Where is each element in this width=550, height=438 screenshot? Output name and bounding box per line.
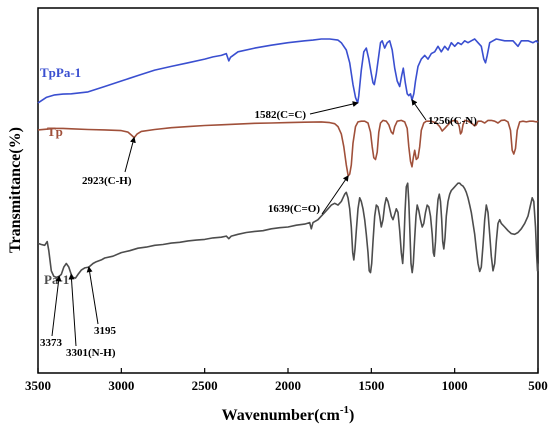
annotation-label: 1639(C=O) — [268, 203, 320, 215]
annotation-label: 3301(N-H) — [66, 347, 116, 359]
y-axis-title: Transmittance(%) — [7, 127, 24, 253]
annotation-arrow — [68, 273, 77, 347]
x-tick-label: 1500 — [358, 378, 384, 393]
annotation-arrow — [86, 266, 99, 325]
annotation-arrow — [124, 136, 136, 173]
x-tick-label: 3500 — [25, 378, 51, 393]
series-label: Tp — [47, 124, 63, 139]
x-tick-label: 2000 — [275, 378, 301, 393]
annotation-label: 1256(C-N) — [428, 115, 477, 127]
series-line — [37, 38, 539, 104]
series-label: TpPa-1 — [40, 65, 81, 80]
annotation-label: 2923(C-H) — [82, 175, 132, 187]
annotation-arrow — [321, 175, 349, 215]
x-axis-title-superscript: -1 — [340, 404, 349, 416]
x-axis-title: Wavenumber(cm-1) — [222, 404, 355, 424]
x-tick-label: 3000 — [108, 378, 134, 393]
series-line — [37, 119, 539, 177]
annotation-label: 3373 — [40, 337, 63, 349]
x-tick-label: 500 — [528, 378, 548, 393]
annotation-arrow — [309, 101, 359, 115]
x-axis-ticks: 3500 3000 2500 2000 1500 1000 500 — [25, 368, 548, 393]
annotation-label: 1582(C=C) — [255, 109, 307, 121]
series-line — [37, 182, 539, 279]
annotation-label: 3195 — [94, 325, 117, 337]
annotation-layer: 1582(C=C) 1256(C-N) 2923(C-H) 1639(C=O) 3373… — [40, 99, 477, 359]
annotation-arrow — [51, 275, 62, 337]
x-axis-title-main: Wavenumber(cm — [222, 407, 341, 424]
x-axis-title-close: ) — [349, 407, 354, 424]
x-tick-label: 2500 — [192, 378, 218, 393]
series-label: Pa-1 — [44, 272, 69, 287]
plot-frame — [37, 7, 539, 374]
x-tick-label: 1000 — [442, 378, 468, 393]
annotation-arrow — [411, 99, 427, 121]
